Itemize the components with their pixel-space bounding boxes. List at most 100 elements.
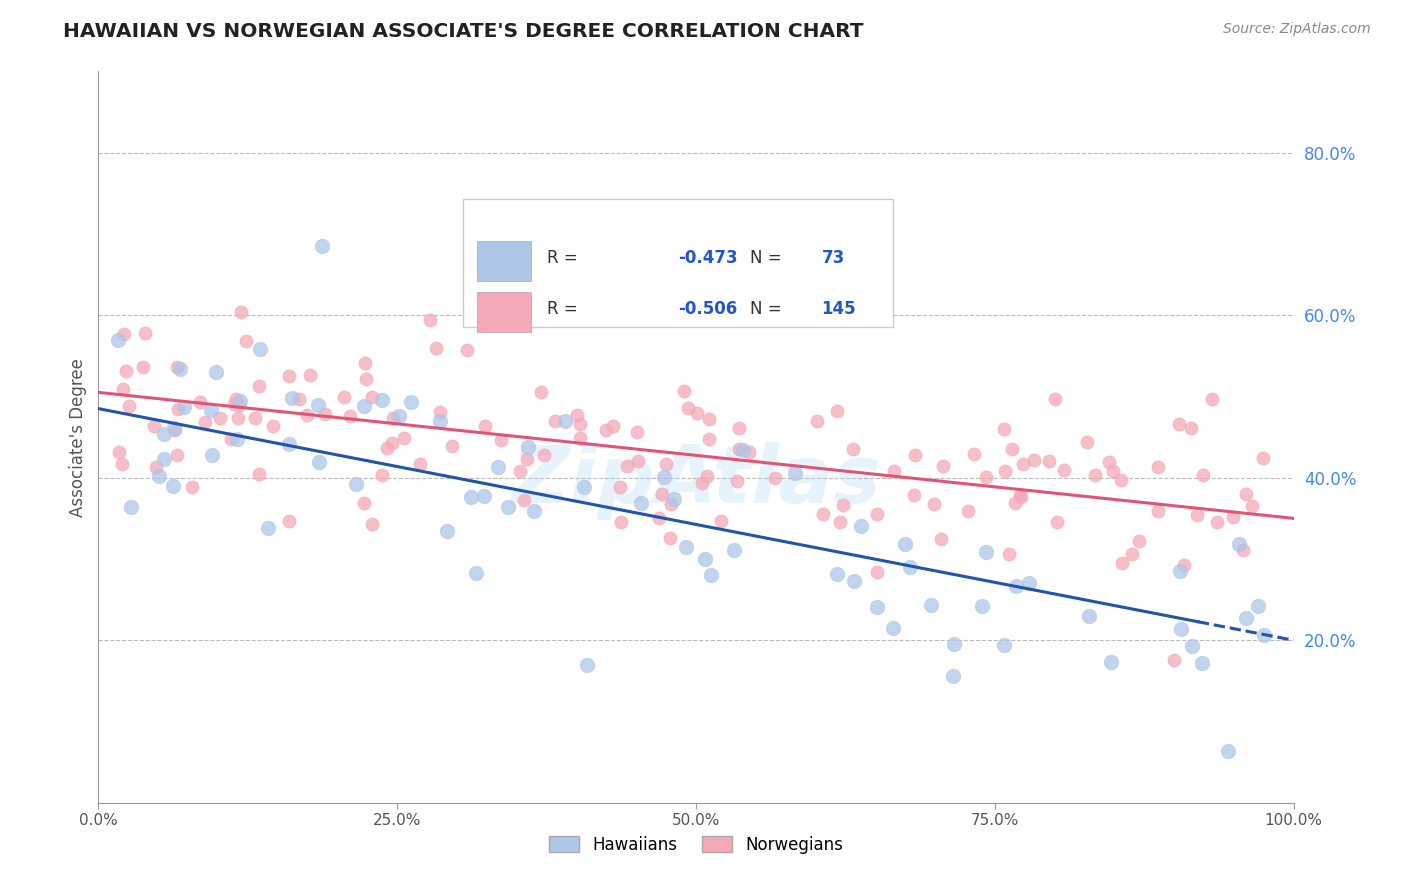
Norwegians <box>298 368 321 383</box>
Hawaiians <box>1170 622 1192 636</box>
Norwegians <box>1201 392 1223 407</box>
Norwegians <box>659 497 682 511</box>
Norwegians <box>630 282 652 296</box>
Norwegians <box>994 464 1017 478</box>
Hawaiians <box>436 524 458 538</box>
Hawaiians <box>460 490 482 504</box>
Norwegians <box>929 532 952 546</box>
Norwegians <box>1084 467 1107 482</box>
Norwegians <box>1098 455 1121 469</box>
Norwegians <box>489 433 512 447</box>
Norwegians <box>697 433 720 447</box>
Norwegians <box>111 382 134 396</box>
Norwegians <box>409 457 432 471</box>
Hawaiians <box>723 542 745 557</box>
Norwegians <box>333 391 356 405</box>
Norwegians <box>108 445 131 459</box>
Norwegians <box>1004 496 1026 510</box>
Norwegians <box>314 408 336 422</box>
Norwegians <box>903 488 925 502</box>
Text: -0.506: -0.506 <box>678 301 737 318</box>
Norwegians <box>697 412 720 426</box>
Hawaiians <box>523 504 546 518</box>
Norwegians <box>381 436 404 450</box>
Norwegians <box>1128 533 1150 548</box>
Hawaiians <box>554 414 576 428</box>
Norwegians <box>595 423 617 437</box>
Hawaiians <box>1253 628 1275 642</box>
Hawaiians <box>1234 611 1257 625</box>
Norwegians <box>922 497 945 511</box>
Norwegians <box>904 448 927 462</box>
Hawaiians <box>1181 639 1204 653</box>
Norwegians <box>1253 451 1275 466</box>
Norwegians <box>111 457 134 471</box>
Norwegians <box>219 432 242 446</box>
Hawaiians <box>153 452 176 467</box>
Hawaiians <box>693 551 716 566</box>
Hawaiians <box>941 669 963 683</box>
Hawaiians <box>1099 656 1122 670</box>
Hawaiians <box>882 621 904 635</box>
Norwegians <box>1045 515 1067 529</box>
Norwegians <box>456 343 478 357</box>
Norwegians <box>1205 515 1227 529</box>
Norwegians <box>1241 499 1264 513</box>
Hawaiians <box>163 421 186 435</box>
Hawaiians <box>972 599 994 614</box>
Hawaiians <box>1246 599 1268 613</box>
FancyBboxPatch shape <box>463 200 893 327</box>
Norwegians <box>509 464 531 478</box>
Norwegians <box>841 442 863 457</box>
Norwegians <box>225 392 247 406</box>
Norwegians <box>262 418 284 433</box>
Hawaiians <box>107 334 129 348</box>
Hawaiians <box>311 239 333 253</box>
Norwegians <box>627 453 650 467</box>
Norwegians <box>1001 442 1024 457</box>
Norwegians <box>1045 392 1067 406</box>
Norwegians <box>1102 464 1125 478</box>
Norwegians <box>569 431 592 445</box>
Norwegians <box>440 439 463 453</box>
Norwegians <box>1180 421 1202 435</box>
Norwegians <box>1076 434 1098 449</box>
Norwegians <box>382 411 405 425</box>
Hawaiians <box>1168 565 1191 579</box>
Norwegians <box>512 493 534 508</box>
Norwegians <box>295 408 318 422</box>
Norwegians <box>616 459 638 474</box>
Hawaiians <box>675 540 697 554</box>
Norwegians <box>676 401 699 415</box>
Hawaiians <box>496 500 519 514</box>
Norwegians <box>166 359 188 374</box>
Norwegians <box>1146 504 1168 518</box>
Norwegians <box>1038 453 1060 467</box>
Norwegians <box>690 476 713 491</box>
Bar <box>477 292 531 332</box>
Hawaiians <box>201 448 224 462</box>
Norwegians <box>429 405 451 419</box>
Hawaiians <box>353 399 375 413</box>
Norwegians <box>132 360 155 375</box>
Norwegians <box>806 414 828 428</box>
Hawaiians <box>162 479 184 493</box>
Norwegians <box>963 447 986 461</box>
Hawaiians <box>399 395 422 409</box>
Hawaiians <box>120 500 142 514</box>
Norwegians <box>1192 467 1215 482</box>
Hawaiians <box>281 391 304 405</box>
Norwegians <box>339 409 361 423</box>
Norwegians <box>209 411 232 425</box>
Hawaiians <box>429 414 451 428</box>
Norwegians <box>685 406 707 420</box>
Hawaiians <box>204 365 226 379</box>
Hawaiians <box>308 455 330 469</box>
Text: N =: N = <box>749 249 786 268</box>
Norwegians <box>655 457 678 471</box>
Norwegians <box>626 425 648 439</box>
Hawaiians <box>652 470 675 484</box>
Hawaiians <box>148 469 170 483</box>
Hawaiians <box>1018 575 1040 590</box>
Hawaiians <box>1005 579 1028 593</box>
